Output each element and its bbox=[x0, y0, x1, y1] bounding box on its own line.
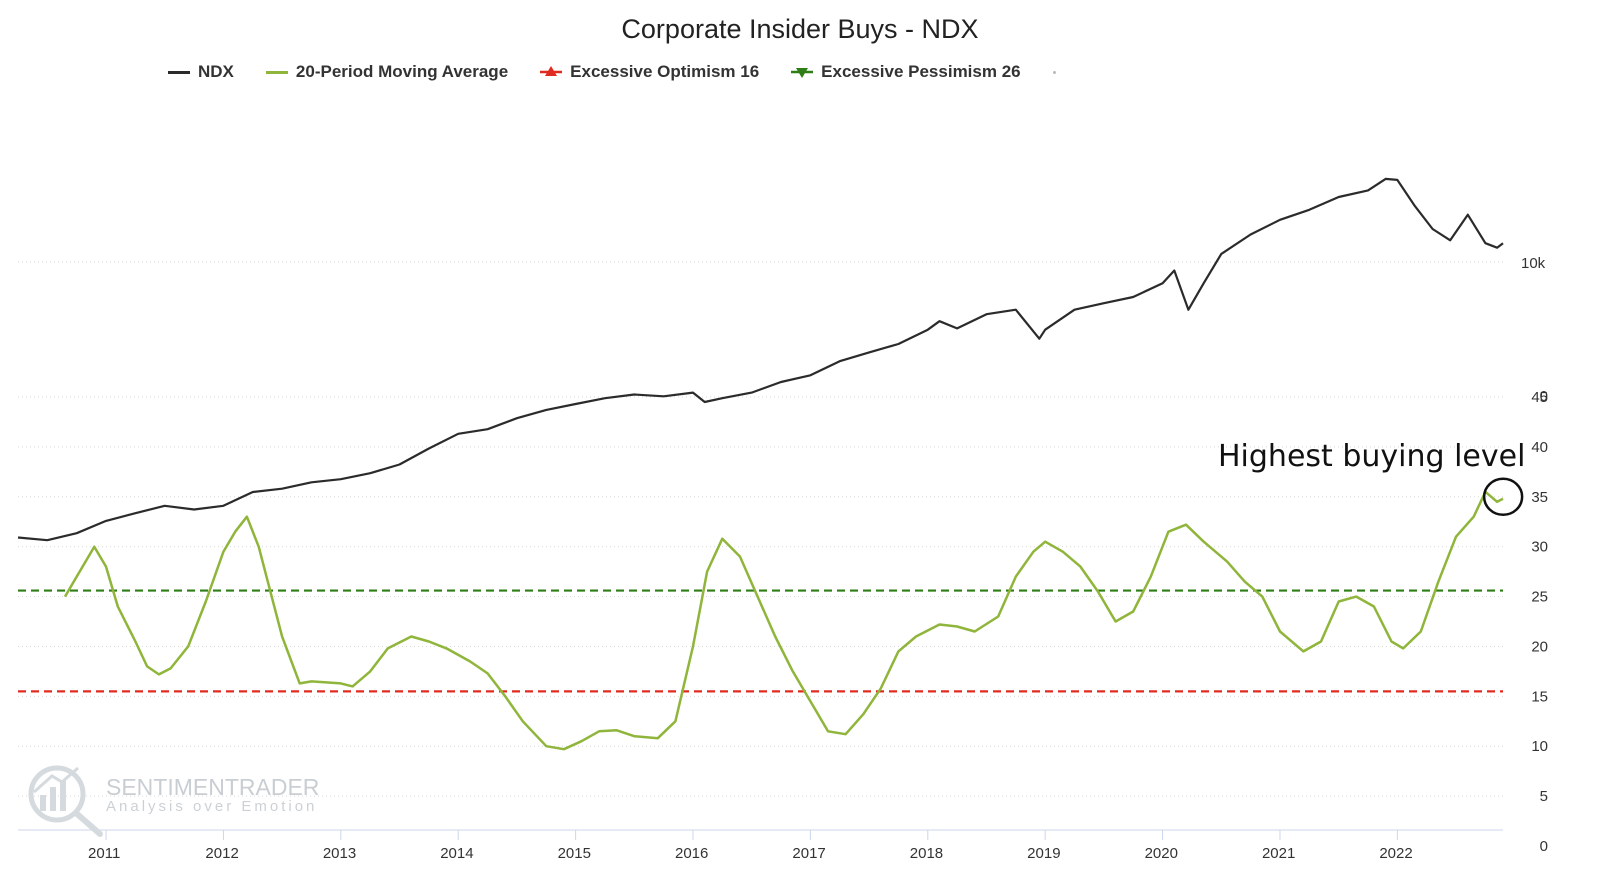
x-tick-label: 2018 bbox=[910, 845, 943, 862]
x-tick-label: 2017 bbox=[792, 845, 825, 862]
x-tick-label: 2013 bbox=[323, 845, 356, 862]
x-tick-label: 2019 bbox=[1027, 845, 1060, 862]
lower-y-tick-label: 15 bbox=[1531, 688, 1548, 705]
lower-y-tick-label: 35 bbox=[1531, 489, 1548, 506]
triangle-down-icon bbox=[791, 68, 814, 78]
upper-y-tick-label: 10k bbox=[1521, 255, 1546, 272]
legend-label-excessive-optimism: Excessive Optimism 16 bbox=[570, 62, 760, 81]
lower-y-tick-label: 5 bbox=[1540, 788, 1548, 805]
annotation-layer: Highest buying level bbox=[1218, 439, 1525, 517]
annotation-circle-marker bbox=[1482, 477, 1524, 517]
sentimentrader-watermark: SENTIMENTRADER Analysis over Emotion bbox=[28, 765, 319, 837]
legend-item-excessive-pessimism[interactable]: Excessive Pessimism 26 bbox=[791, 62, 1021, 82]
lower-y-tick-label: 10 bbox=[1531, 738, 1548, 755]
legend-label-moving-average: 20-Period Moving Average bbox=[295, 62, 509, 81]
x-tick-label: 2020 bbox=[1145, 845, 1178, 862]
x-tick-label: 2021 bbox=[1262, 845, 1295, 862]
ndx-line-swatch-icon bbox=[168, 70, 190, 74]
annotation-highest-buying-level: Highest buying level bbox=[1218, 439, 1525, 474]
watermark-title: SENTIMENTRADER bbox=[106, 774, 319, 800]
sentimentrader-logo-icon bbox=[28, 765, 103, 837]
lower-y-tick-label: 25 bbox=[1531, 589, 1548, 606]
moving-average-line-swatch-icon bbox=[265, 70, 288, 74]
legend-item-moving-average[interactable]: 20-Period Moving Average bbox=[265, 62, 509, 82]
watermark-subtitle: Analysis over Emotion bbox=[106, 798, 317, 815]
x-tick-label: 2012 bbox=[205, 845, 238, 862]
lower-y-tick-label: 40 bbox=[1531, 439, 1548, 456]
upper-panel-zero-tick-label: 0 bbox=[1540, 388, 1548, 405]
lower-y-tick-label: 30 bbox=[1531, 539, 1548, 556]
legend-extra-dot bbox=[1052, 70, 1056, 74]
series-layer bbox=[17, 177, 1504, 751]
lower-y-tick-label: 0 bbox=[1540, 838, 1548, 855]
triangle-up-icon bbox=[540, 66, 563, 76]
legend-label-excessive-pessimism: Excessive Pessimism 26 bbox=[821, 62, 1021, 81]
ndx-series-line bbox=[17, 177, 1504, 542]
lower-y-tick-label: 45 bbox=[1531, 389, 1548, 406]
legend-item-excessive-optimism[interactable]: Excessive Optimism 16 bbox=[540, 62, 759, 82]
x-tick-label: 2014 bbox=[440, 845, 473, 862]
x-tick-label: 2016 bbox=[675, 845, 708, 862]
legend-item-ndx[interactable]: NDX bbox=[168, 62, 234, 82]
x-tick-label: 2015 bbox=[558, 845, 591, 862]
legend: NDX 20-Period Moving Average Excessive O… bbox=[168, 62, 1056, 82]
grid-layer bbox=[18, 261, 1503, 797]
moving-average-series-line bbox=[63, 490, 1504, 751]
x-tick-label: 2011 bbox=[88, 845, 120, 862]
x-tick-label: 2022 bbox=[1379, 845, 1412, 862]
legend-label-ndx: NDX bbox=[198, 62, 234, 81]
lower-y-tick-label: 20 bbox=[1531, 638, 1548, 655]
chart-title: Corporate Insider Buys - NDX bbox=[621, 14, 979, 44]
